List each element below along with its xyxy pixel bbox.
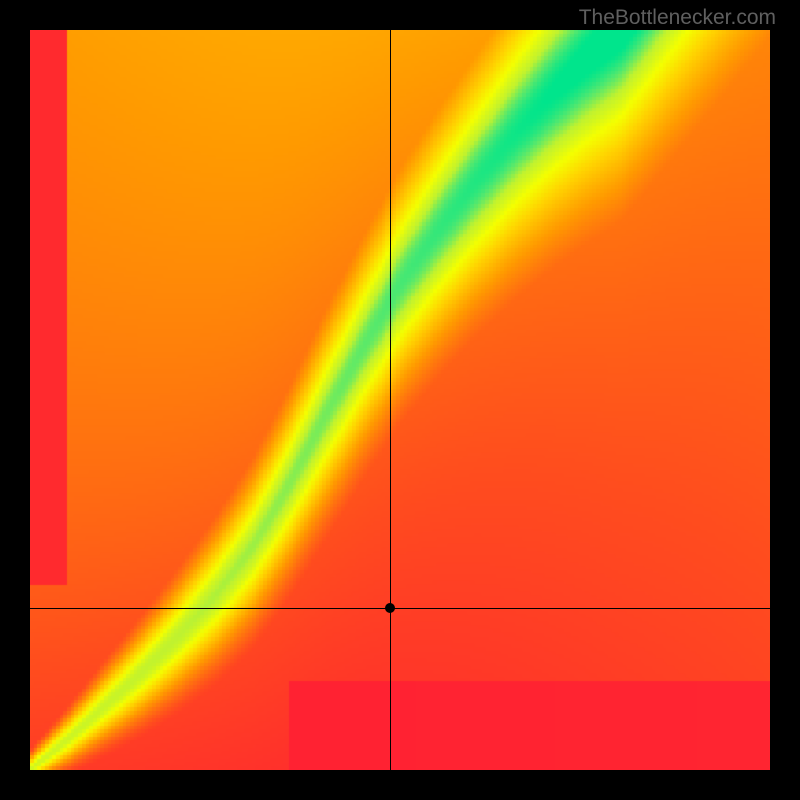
plot-area <box>30 30 770 770</box>
crosshair-vertical <box>390 30 391 770</box>
heatmap-canvas <box>30 30 770 770</box>
crosshair-horizontal <box>30 608 770 609</box>
watermark-text: TheBottlenecker.com <box>579 6 776 30</box>
data-point-marker <box>385 603 395 613</box>
